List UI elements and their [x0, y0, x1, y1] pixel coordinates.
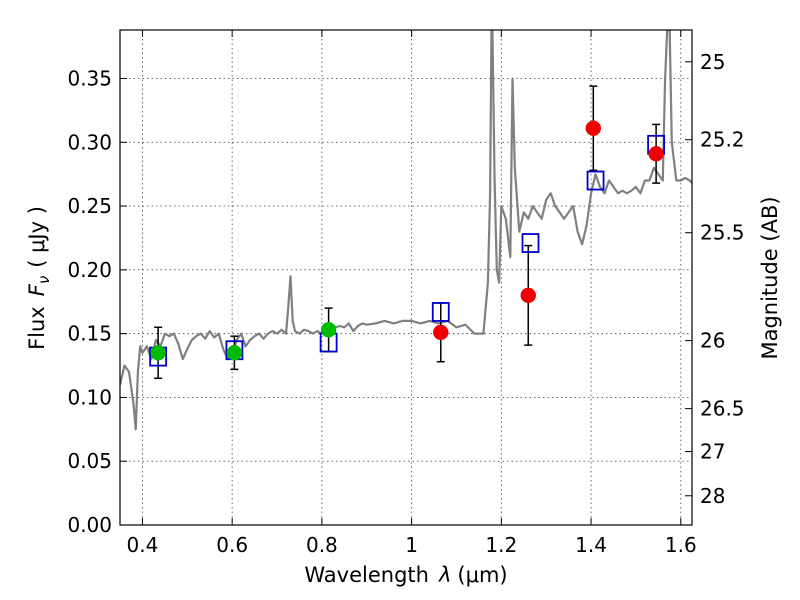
y-tick-label: 0.00	[67, 513, 112, 537]
x-tick-label: 0.6	[216, 533, 248, 557]
x-tick-label: 1.4	[575, 533, 607, 557]
model-markers	[149, 134, 666, 367]
spectrum-line	[120, 30, 692, 431]
red-data-point	[520, 287, 537, 304]
right-axis-title: Magnitude (AB)	[758, 196, 782, 359]
y-axis-title: FluxFν( μJy )	[25, 206, 53, 350]
model-square-marker	[521, 233, 540, 253]
magnitude-tick-label: 26.5	[700, 397, 745, 421]
y-tick-label: 0.15	[67, 322, 112, 346]
magnitude-tick-label: 25	[700, 50, 725, 74]
y-tick-label: 0.30	[67, 130, 112, 154]
y-tick-label: 0.05	[67, 449, 112, 473]
model-square-marker	[586, 170, 605, 191]
green-data-point	[226, 345, 243, 361]
red-data-point	[648, 146, 664, 162]
spectrum-layer	[120, 30, 692, 431]
x-tick-label: 1	[405, 533, 418, 557]
magnitude-tick-label: 25.2	[700, 128, 745, 152]
x-tick-label: 1.2	[485, 533, 517, 557]
magnitude-tick-label: 28	[700, 484, 725, 508]
x-tick-label: 1.6	[665, 533, 697, 557]
x-axis-title: Wavelength λ (μm)	[304, 563, 507, 587]
x-tick-label: 0.4	[127, 533, 159, 557]
red-data-point	[433, 324, 449, 341]
magnitude-tick-labels: 25 25.2 25.5 26 26.5 27 28	[700, 50, 745, 508]
red-data-point	[585, 120, 602, 136]
y-tick-label: 0.20	[67, 258, 112, 282]
y-tick-labels: 0.00 0.05 0.10 0.15 0.20 0.25 0.30 0.35	[67, 66, 112, 537]
green-data-point	[150, 345, 166, 361]
magnitude-tick-label: 26	[700, 329, 725, 353]
y-tick-label: 0.25	[67, 194, 112, 218]
magnitude-tick-label: 25.5	[700, 221, 745, 245]
x-tick-labels: 0.4 0.6 0.8 1 1.2 1.4 1.6	[127, 533, 697, 557]
plot-frame	[119, 29, 693, 526]
x-tick-label: 0.8	[306, 533, 338, 557]
green-data-point	[320, 322, 337, 338]
axis-ticks	[120, 30, 692, 526]
y-tick-label: 0.10	[67, 385, 112, 409]
grid-lines	[120, 30, 692, 526]
data-markers	[150, 120, 664, 361]
y-tick-label: 0.35	[67, 66, 112, 90]
model-square-marker	[431, 302, 450, 322]
magnitude-tick-label: 27	[700, 440, 725, 464]
